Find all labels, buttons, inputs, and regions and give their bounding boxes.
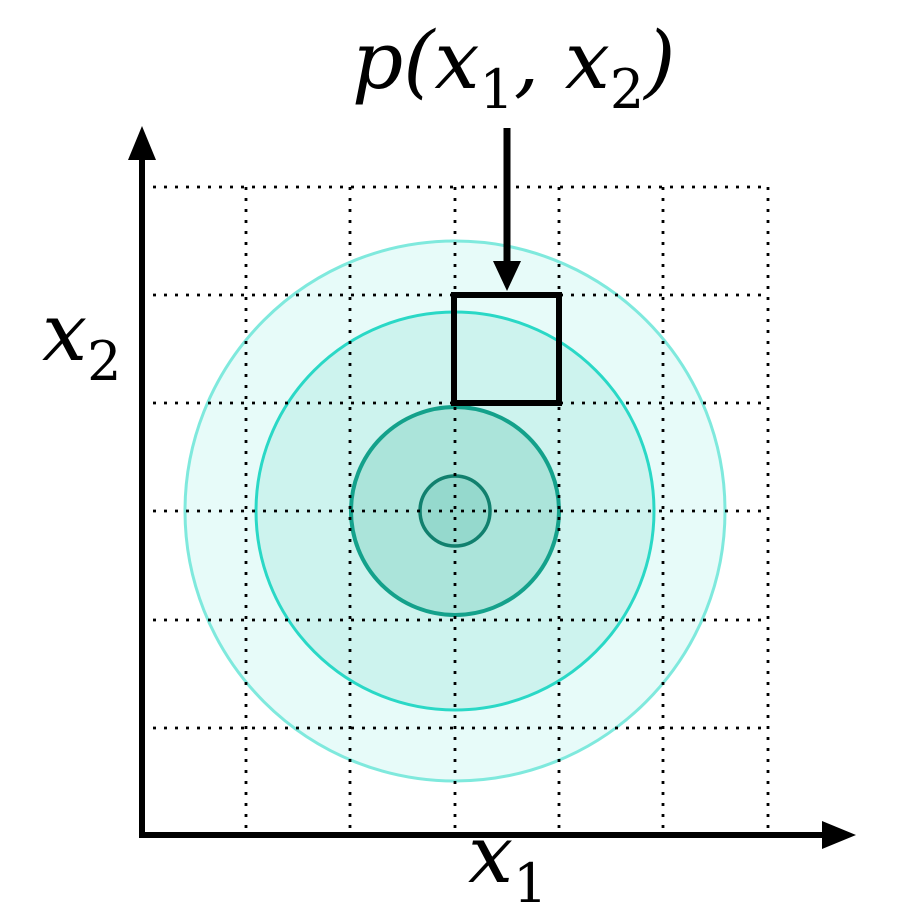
annotation-arrow: [493, 128, 521, 291]
annotation-arrowhead: [493, 261, 521, 291]
density-label-prefix: p(x: [352, 14, 480, 107]
density-label-sub2: 2: [610, 58, 644, 121]
x-axis-label-var: x: [468, 808, 513, 901]
x-axis-label: x1: [468, 808, 547, 915]
y-axis-label-sub: 2: [87, 330, 121, 393]
x-axis-label-sub: 1: [513, 852, 547, 915]
y-axis-arrowhead: [128, 126, 156, 160]
x-axis: [139, 821, 856, 849]
density-label-suffix: ): [642, 14, 675, 107]
density-label-sub1: 1: [480, 58, 514, 121]
x-axis-arrowhead: [822, 821, 856, 849]
density-label-mid: , x: [514, 14, 610, 107]
density-annotation-label: p(x1, x2): [352, 14, 675, 121]
y-axis-label: x2: [42, 286, 121, 393]
marked-cell-outline: [451, 292, 562, 406]
y-axis: [128, 126, 156, 838]
y-axis-label-var: x: [42, 286, 87, 379]
density-contours: [183, 239, 727, 783]
dotted-grid: [142, 185, 770, 835]
